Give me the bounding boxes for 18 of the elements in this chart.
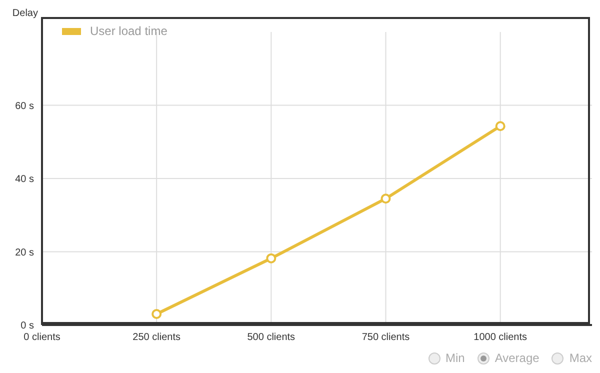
x-tick-label: 250 clients: [132, 332, 180, 344]
y-axis-title: Delay: [12, 8, 38, 19]
x-tick-label: 1000 clients: [474, 332, 528, 344]
x-tick-label: 0 clients: [24, 332, 60, 344]
point: [152, 309, 162, 320]
x-tick-label: 500 clients: [247, 332, 296, 344]
point: [266, 253, 276, 264]
y-tick-label: 60 s: [15, 100, 34, 112]
text: Average: [494, 351, 540, 365]
point: [495, 121, 506, 132]
point: [380, 194, 391, 204]
y-tick-label: 0 s: [20, 320, 34, 332]
x-tick-label: 750 clients: [362, 332, 410, 344]
legend-label: User load time: [89, 24, 168, 38]
y-tick-label: 20 s: [15, 247, 34, 258]
text: Max: [569, 351, 592, 365]
y-tick-label: 40 s: [15, 174, 34, 186]
text: Min: [446, 351, 465, 365]
